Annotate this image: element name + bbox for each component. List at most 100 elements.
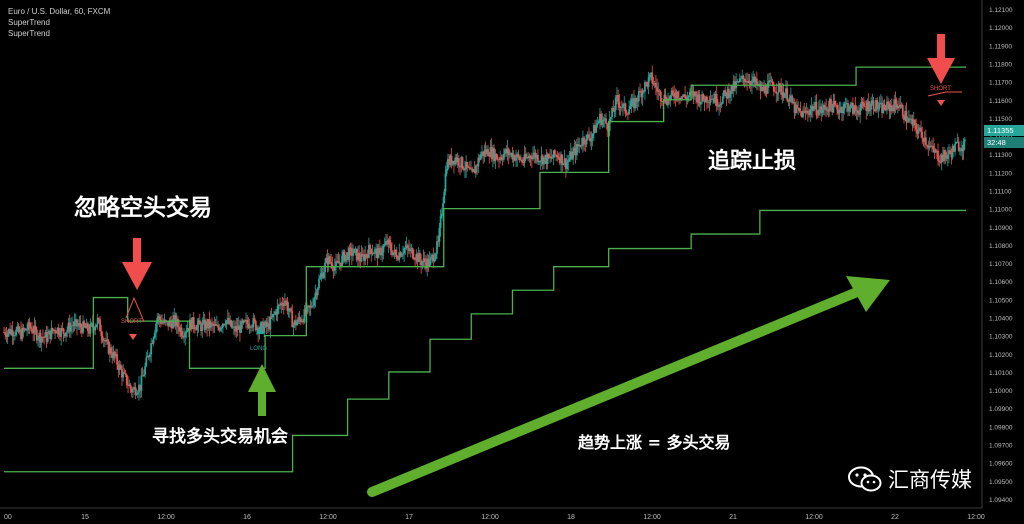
candle-body (234, 326, 236, 332)
candle-body (102, 339, 105, 341)
candle-body (279, 304, 281, 306)
candle-body (825, 107, 828, 111)
candle-body (370, 248, 373, 255)
candle-body (354, 248, 357, 250)
candle-body (763, 86, 766, 91)
candle-body (639, 90, 641, 92)
candle-body (232, 326, 235, 328)
candle-body (304, 309, 307, 314)
candle-body (419, 253, 421, 261)
candle-body (236, 325, 239, 330)
candle-body (200, 324, 202, 332)
candle-body (187, 328, 190, 331)
candle-body (397, 258, 399, 260)
candle-body (507, 148, 510, 156)
candle-body (579, 144, 582, 147)
candle-body (201, 322, 204, 332)
candle-body (903, 116, 905, 120)
candle-body (493, 148, 496, 162)
candle-body (672, 90, 674, 93)
price-tick-label: 1.11800 (989, 62, 1012, 69)
candle-body (68, 322, 71, 332)
candle-body (298, 317, 301, 320)
candle-body (170, 322, 173, 329)
candle-body (962, 141, 965, 152)
candle-body (432, 254, 435, 262)
candle-body (738, 78, 741, 82)
candle-body (274, 311, 277, 314)
candle-body (528, 155, 531, 159)
candle-body (580, 145, 583, 147)
candle-body (371, 253, 374, 255)
candle-body (910, 119, 913, 120)
candle-body (901, 105, 904, 117)
candle-body (522, 162, 525, 164)
time-tick-label: 00 (4, 514, 12, 521)
candle-body (264, 321, 267, 327)
candle-body (167, 320, 170, 327)
candle-body (679, 98, 682, 100)
candle-body (101, 335, 104, 341)
candle-body (220, 327, 223, 329)
candle-body (44, 332, 47, 338)
candle-body (922, 138, 925, 142)
candle-body (578, 144, 581, 147)
candle-body (285, 300, 288, 302)
candle-body (52, 329, 55, 332)
candle-body (821, 109, 824, 113)
candle-body (471, 168, 474, 172)
candle-body (34, 325, 37, 330)
candle-body (254, 320, 257, 331)
candle-body (433, 258, 436, 262)
candle-body (665, 101, 668, 105)
price-tick-label: 1.11300 (989, 152, 1012, 159)
candle-body (32, 332, 35, 334)
long-label: LONG (250, 346, 267, 352)
candle-body (198, 320, 201, 325)
candle-body (454, 157, 457, 165)
candle-body (893, 99, 896, 112)
candle-body (659, 91, 662, 101)
candle-body (695, 91, 697, 96)
candle-body (591, 133, 594, 139)
candle-body (703, 99, 706, 103)
candle-body (417, 253, 420, 263)
candle-body (524, 154, 527, 159)
candle-body (652, 83, 655, 85)
candle-body (561, 154, 564, 165)
candle-body (415, 253, 418, 260)
candle-body (46, 334, 49, 342)
candle-body (196, 324, 199, 331)
candle-body (673, 92, 676, 98)
candle-body (326, 257, 329, 265)
candle-body (575, 144, 578, 156)
candle-body (249, 326, 252, 328)
candle-body (845, 103, 848, 104)
candle-body (927, 145, 930, 148)
candle-body (540, 155, 543, 162)
candle-body (194, 327, 196, 330)
candle-body (352, 253, 354, 256)
candle-body (100, 331, 103, 336)
candle-body (933, 149, 936, 153)
candle-body (472, 169, 475, 172)
candle-body (243, 320, 246, 322)
candle-body (378, 247, 381, 249)
candle-body (483, 150, 486, 157)
candle-body (259, 323, 262, 331)
candle-body (940, 154, 943, 163)
candle-body (381, 252, 384, 256)
candle-body (792, 102, 795, 104)
candle-body (16, 326, 19, 330)
candle-body (291, 311, 294, 328)
candle-body (482, 151, 485, 157)
candle-body (110, 347, 112, 355)
candle-body (541, 155, 544, 165)
candle-body (596, 123, 599, 126)
candle-body (423, 258, 426, 263)
candle-body (764, 86, 767, 94)
candle-body (963, 139, 966, 142)
candle-body (923, 137, 926, 142)
candle-body (492, 148, 494, 159)
